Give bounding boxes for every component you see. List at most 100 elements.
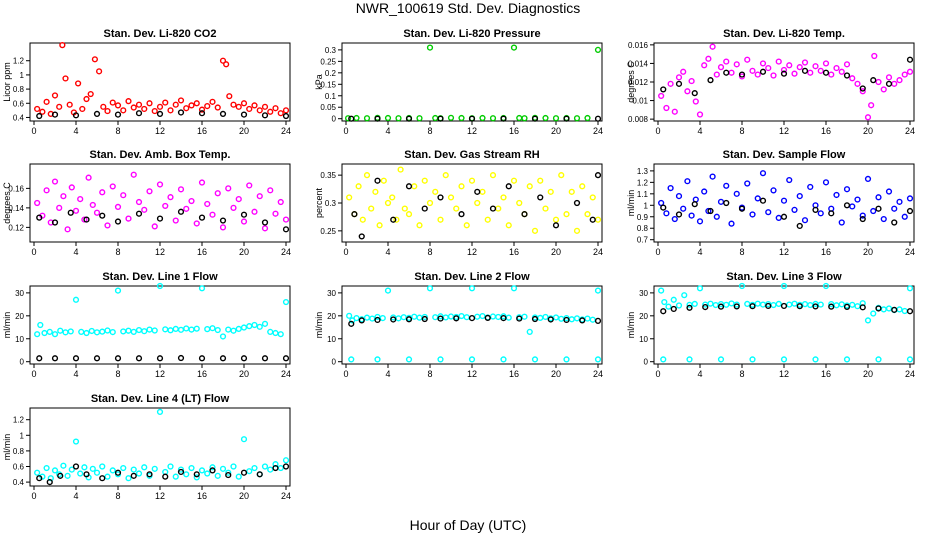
data-point-reference: [691, 90, 698, 97]
panel-y-axis-label: ml/min: [314, 312, 324, 339]
data-point-reference: [547, 316, 554, 323]
data-point-cyan: [833, 302, 840, 309]
data-point-cyan: [374, 356, 381, 363]
data-point-red: [162, 99, 169, 106]
data-point-magenta: [849, 75, 856, 82]
data-point-cyan: [463, 314, 470, 321]
data-point-magenta: [701, 62, 708, 69]
data-point-yellow: [568, 188, 575, 195]
data-point-cyan: [125, 475, 132, 482]
x-tick-label: 12: [155, 369, 165, 379]
x-tick-label: 24: [593, 369, 603, 379]
x-tick-label: 12: [779, 369, 789, 379]
x-tick-label: 0: [655, 247, 660, 257]
data-point-red: [256, 107, 263, 114]
x-tick-label: 4: [385, 247, 390, 257]
data-point-red: [91, 56, 99, 63]
data-point-reference: [162, 473, 169, 480]
data-point-reference: [906, 207, 914, 215]
data-point-red: [235, 103, 242, 110]
data-point-magenta: [162, 202, 169, 210]
panel-y-axis-label: ml/min: [2, 312, 12, 339]
data-point-cyan: [500, 356, 507, 363]
data-point-reference: [421, 205, 428, 212]
x-tick-label: 0: [655, 126, 660, 136]
data-point-red: [39, 108, 46, 115]
data-point-yellow: [516, 199, 523, 207]
data-point-red: [156, 103, 164, 110]
data-point-cyan: [120, 328, 127, 335]
data-point-cyan: [495, 313, 502, 321]
data-point-yellow: [463, 222, 470, 229]
data-point-reference: [240, 355, 248, 362]
y-tick-label: 0.3: [325, 46, 337, 55]
data-point-cyan: [72, 438, 80, 445]
x-tick-label: 12: [467, 369, 477, 379]
x-tick-label: 20: [863, 369, 873, 379]
x-tick-label: 0: [655, 369, 660, 379]
data-point-reference: [374, 316, 381, 324]
data-point-magenta: [796, 64, 803, 71]
data-point-yellow: [458, 183, 465, 190]
data-point-magenta: [214, 190, 221, 197]
data-point-reference: [156, 110, 164, 118]
data-point-magenta: [156, 181, 164, 188]
data-point-reference: [348, 320, 355, 327]
y-tick-label: 0.8: [13, 447, 25, 456]
y-tick-label: 0.6: [13, 99, 25, 108]
x-tick-label: 12: [467, 126, 477, 136]
data-point-reference: [796, 303, 803, 310]
chart-panel-5: Stan. Dev. Gas Stream RH percent 0 4 8 12 16 20…: [314, 149, 603, 257]
y-tick-label: 0.25: [320, 57, 336, 66]
data-point-cyan: [240, 324, 248, 331]
y-tick-label: 0.016: [628, 41, 649, 50]
x-tick-label: 4: [385, 126, 390, 136]
data-point-red: [130, 104, 137, 111]
data-point-reference: [796, 222, 803, 230]
data-point-cyan: [261, 463, 269, 470]
data-point-yellow: [563, 211, 570, 218]
data-point-blue: [696, 218, 704, 225]
data-point-reference: [453, 315, 460, 322]
data-point-cyan: [521, 313, 528, 320]
data-point-cyan: [62, 329, 69, 336]
data-point-reference: [686, 304, 693, 311]
data-point-reference: [765, 302, 772, 310]
data-point-cyan: [104, 473, 111, 480]
data-point-blue: [671, 215, 678, 223]
data-point-cyan: [870, 310, 877, 317]
data-point-yellow: [500, 194, 507, 201]
data-point-cyan: [235, 473, 242, 480]
data-point-blue: [896, 198, 903, 205]
data-point-yellow: [584, 211, 591, 218]
data-point-blue: [780, 197, 788, 204]
data-point-cyan: [658, 287, 665, 294]
data-point-reference: [282, 112, 290, 120]
data-point-cyan: [384, 287, 392, 294]
data-point-magenta: [838, 68, 845, 75]
data-point-blue: [796, 193, 803, 200]
data-point-cyan: [822, 282, 830, 290]
data-point-blue: [765, 209, 772, 216]
data-point-red: [183, 105, 190, 112]
data-point-cyan: [141, 464, 148, 471]
x-tick-label: 20: [863, 126, 873, 136]
data-point-red: [83, 95, 90, 103]
y-tick-label: 30: [327, 289, 336, 298]
data-point-magenta: [172, 217, 179, 224]
data-point-green: [353, 114, 360, 122]
data-point-blue: [838, 219, 845, 226]
data-point-reference: [707, 207, 714, 215]
y-tick-label: 1.2: [637, 178, 649, 187]
data-point-reference: [177, 354, 185, 362]
data-point-cyan: [246, 468, 253, 475]
data-point-magenta: [209, 211, 216, 218]
data-point-cyan: [754, 300, 761, 307]
panel-title: Stan. Dev. Li-820 CO2: [104, 28, 217, 40]
data-point-reference: [198, 110, 206, 117]
data-point-red: [223, 61, 230, 68]
data-point-magenta: [770, 72, 777, 79]
data-point-reference: [146, 471, 153, 478]
data-point-magenta: [705, 55, 712, 62]
data-point-cyan: [120, 464, 127, 472]
